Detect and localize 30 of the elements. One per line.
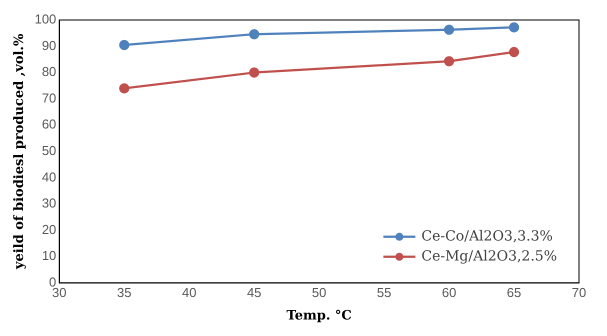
y-tick-label: 30 <box>42 196 56 211</box>
x-tick-label: 35 <box>117 285 132 300</box>
y-axis-title: yeild of biodiesl produced ,vol.% <box>12 33 28 270</box>
x-axis-title: Temp. °C <box>286 308 352 324</box>
y-tick-label: 80 <box>42 64 56 80</box>
x-tick-label: 70 <box>572 285 586 300</box>
y-tick-label: 50 <box>42 142 56 158</box>
y-tick-label: 90 <box>42 38 56 53</box>
x-tick-label: 40 <box>182 285 196 300</box>
y-tick-label: 60 <box>42 116 56 132</box>
y-tick-label: 10 <box>42 248 56 264</box>
point <box>119 83 130 94</box>
y-tick-label: 100 <box>34 12 56 27</box>
legend-label: Ce-Mg/Al2O3,2.5% <box>421 248 557 264</box>
x-tick-label: 50 <box>312 285 326 300</box>
y-tick-label: 40 <box>42 169 56 184</box>
point <box>249 29 260 40</box>
legend-label: Ce-Co/Al2O3,3.3% <box>421 228 553 244</box>
x-tick-label: 55 <box>376 285 392 300</box>
point <box>444 24 454 35</box>
x-tick-label: 45 <box>246 285 262 300</box>
x-tick-label: 60 <box>442 285 456 300</box>
point <box>119 40 130 50</box>
point <box>249 67 260 78</box>
y-tick-label: 70 <box>42 90 56 106</box>
point <box>444 56 454 66</box>
point <box>508 22 520 32</box>
x-tick-label: 65 <box>506 285 522 300</box>
y-tick-label: 20 <box>42 222 56 237</box>
point <box>508 46 520 58</box>
